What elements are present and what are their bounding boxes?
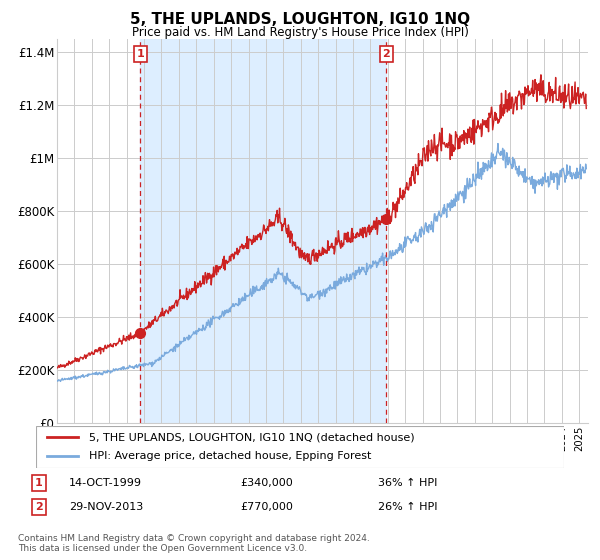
Text: HPI: Average price, detached house, Epping Forest: HPI: Average price, detached house, Eppi… [89, 451, 371, 461]
Text: 2: 2 [35, 502, 43, 512]
Text: 2: 2 [382, 49, 390, 59]
Text: 36% ↑ HPI: 36% ↑ HPI [378, 478, 437, 488]
Text: 5, THE UPLANDS, LOUGHTON, IG10 1NQ (detached house): 5, THE UPLANDS, LOUGHTON, IG10 1NQ (deta… [89, 432, 415, 442]
FancyBboxPatch shape [36, 426, 564, 468]
Text: £340,000: £340,000 [240, 478, 293, 488]
Text: 29-NOV-2013: 29-NOV-2013 [69, 502, 143, 512]
Text: 14-OCT-1999: 14-OCT-1999 [69, 478, 142, 488]
Text: Price paid vs. HM Land Registry's House Price Index (HPI): Price paid vs. HM Land Registry's House … [131, 26, 469, 39]
Text: £770,000: £770,000 [240, 502, 293, 512]
Text: 1: 1 [35, 478, 43, 488]
Bar [140, 39, 386, 423]
Text: Contains HM Land Registry data © Crown copyright and database right 2024.
This d: Contains HM Land Registry data © Crown c… [18, 534, 370, 553]
Text: 26% ↑ HPI: 26% ↑ HPI [378, 502, 437, 512]
Text: 5, THE UPLANDS, LOUGHTON, IG10 1NQ: 5, THE UPLANDS, LOUGHTON, IG10 1NQ [130, 12, 470, 27]
Text: 1: 1 [137, 49, 144, 59]
